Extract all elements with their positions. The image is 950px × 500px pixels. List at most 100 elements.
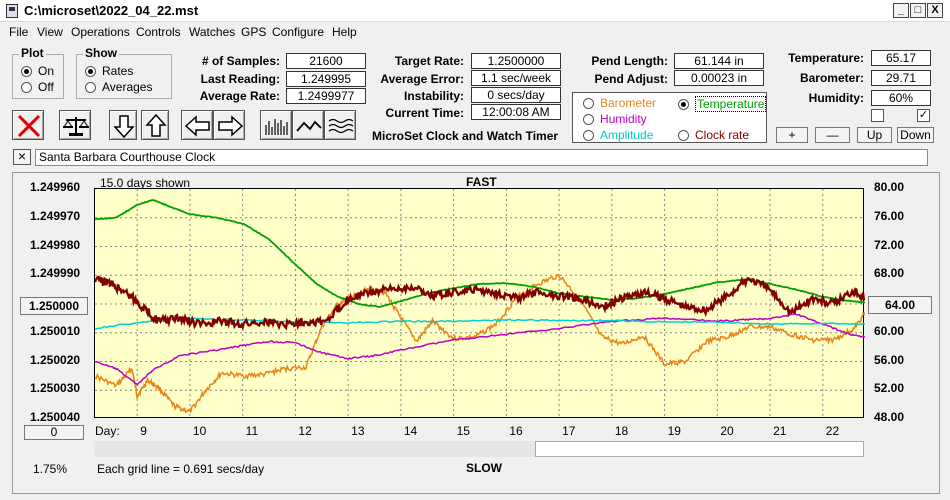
right-arrow-button[interactable] — [213, 110, 245, 140]
plot-off-radio[interactable]: Off — [21, 80, 54, 94]
right-axis-tick: 56.00 — [874, 352, 905, 367]
average-error-value: 1.1 sec/week — [471, 70, 561, 86]
left-arrow-button[interactable] — [181, 110, 213, 140]
clear-clock-button[interactable]: × — [13, 149, 31, 165]
time-scrollbar[interactable] — [94, 441, 864, 457]
slow-label: SLOW — [466, 461, 502, 475]
arrow-up-icon — [145, 113, 167, 137]
humidity-radio[interactable]: Humidity — [583, 112, 647, 126]
target-rate-value: 1.2500000 — [471, 53, 561, 69]
checkbox-right[interactable]: ✓ — [917, 109, 930, 122]
show-rates-radio[interactable]: Rates — [85, 64, 133, 78]
instability-value: 0 secs/day — [471, 87, 561, 103]
center-rate-button[interactable]: 1.250000 — [20, 297, 88, 315]
line-graph-button[interactable] — [292, 110, 324, 140]
clock-rate-radio[interactable]: Clock rate — [678, 128, 749, 142]
left-axis-tick: 1.249990 — [30, 266, 81, 281]
histogram-button[interactable] — [260, 110, 292, 140]
x-axis-tick: 14 — [403, 424, 418, 438]
app-icon[interactable] — [6, 4, 18, 18]
radio-dot-icon — [583, 97, 594, 109]
check-mark-icon: ✓ — [918, 109, 929, 121]
x-axis-tick: 18 — [614, 424, 629, 438]
plot-on-radio[interactable]: On — [21, 64, 54, 78]
fast-label: FAST — [466, 175, 497, 189]
menu-controls[interactable]: Controls — [136, 25, 181, 39]
plot-area[interactable] — [93, 188, 866, 419]
left-axis-tick: 1.250020 — [30, 352, 81, 367]
show-group — [76, 54, 172, 99]
scrollbar-thumb[interactable] — [535, 441, 864, 457]
radio-dot-icon — [85, 81, 96, 93]
left-axis-tick: 1.249970 — [30, 208, 81, 223]
radio-dot-icon — [678, 98, 689, 110]
radio-dot-icon — [678, 129, 689, 141]
humidity-series-line — [94, 313, 866, 387]
barometer-reading-value: 29.71 — [871, 70, 931, 86]
center-temp-button[interactable]: 64.00 — [868, 296, 932, 314]
down-button[interactable]: Down — [897, 127, 934, 143]
close-button[interactable]: X — [927, 3, 943, 18]
right-axis-tick: 48.00 — [874, 410, 905, 424]
menu-gps[interactable]: GPS — [241, 25, 267, 39]
plot-group-label: Plot — [19, 46, 46, 60]
right-axis-tick: 80.00 — [874, 180, 905, 194]
last-reading-label: Last Reading: — [200, 72, 280, 86]
average-error-label: Average Error: — [380, 72, 464, 86]
target-rate-label: Target Rate: — [394, 54, 464, 68]
minimize-button[interactable]: _ — [893, 3, 909, 18]
amplitude-label: Amplitude — [600, 128, 654, 142]
waves-button[interactable] — [324, 110, 356, 140]
x-axis-tick: 13 — [351, 424, 365, 438]
radio-dot-icon — [583, 129, 594, 141]
days-shown-label: 15.0 days shown — [100, 176, 191, 190]
x-axis-tick: 21 — [773, 424, 787, 438]
zero-button[interactable]: 0 — [24, 425, 84, 440]
checkbox-left[interactable] — [871, 109, 884, 122]
barometer-reading-label: Barometer: — [799, 71, 864, 85]
window-title: C:\microset\2022_04_22.mst — [24, 3, 199, 18]
menu-configure[interactable]: Configure — [272, 25, 325, 39]
humidity-reading-value: 60% — [871, 90, 931, 106]
radio-dot-icon — [85, 65, 96, 77]
up-button[interactable]: Up — [857, 127, 892, 143]
right-axis-tick: 76.00 — [874, 208, 905, 223]
minus-button[interactable]: — — [815, 127, 850, 143]
day-axis-label: Day: — [95, 424, 120, 438]
menu-help[interactable]: Help — [332, 25, 357, 39]
show-group-label: Show — [83, 46, 119, 60]
balance-button[interactable] — [59, 110, 91, 140]
grid-note: Each grid line = 0.691 secs/day — [97, 462, 265, 476]
arrow-down-icon — [113, 115, 135, 139]
up-arrow-button[interactable] — [141, 110, 169, 140]
down-arrow-button[interactable] — [109, 110, 137, 140]
arrow-right-icon — [218, 115, 244, 137]
radio-dot-icon — [21, 81, 32, 93]
menu-view[interactable]: View — [37, 25, 63, 39]
menu-operations[interactable]: Operations — [71, 25, 130, 39]
barometer-radio[interactable]: Barometer — [583, 96, 656, 110]
menu-bar: File View Operations Controls Watches GP… — [0, 22, 950, 42]
waves-icon — [328, 118, 354, 134]
average-rate-value: 1.2499977 — [286, 88, 366, 104]
bar-chart-icon — [265, 119, 288, 135]
plot-off-label: Off — [38, 80, 54, 94]
left-axis-tick: 1.250040 — [30, 410, 81, 424]
right-axis-tick: 52.00 — [874, 381, 905, 396]
show-averages-radio[interactable]: Averages — [85, 80, 152, 94]
stop-button[interactable] — [12, 110, 44, 140]
pend-length-value: 61.144 in — [674, 53, 764, 69]
pend-length-label: Pend Length: — [591, 54, 668, 68]
show-averages-label: Averages — [102, 80, 153, 94]
samples-label: # of Samples: — [201, 54, 280, 68]
right-axis-tick: 60.00 — [874, 323, 905, 338]
amplitude-radio[interactable]: Amplitude — [583, 128, 653, 142]
plus-button[interactable]: + — [776, 127, 808, 143]
maximize-button[interactable]: □ — [910, 3, 926, 18]
right-axis-tick: 72.00 — [874, 237, 905, 252]
temperature-radio[interactable]: Temperature — [678, 96, 767, 112]
clock-name-field[interactable]: Santa Barbara Courthouse Clock — [35, 149, 928, 166]
menu-watches[interactable]: Watches — [189, 25, 236, 39]
menu-file[interactable]: File — [9, 25, 29, 39]
x-axis-tick: 20 — [720, 424, 734, 438]
